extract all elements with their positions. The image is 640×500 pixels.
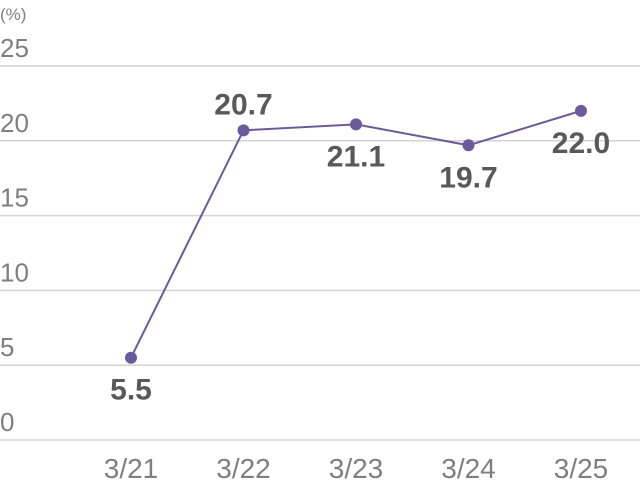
y-tick-label: 5 (0, 332, 14, 362)
data-points (125, 104, 587, 364)
data-label: 19.7 (439, 161, 497, 194)
data-label: 5.5 (110, 374, 152, 407)
y-tick-label: 10 (0, 257, 29, 287)
data-point-3/24 (462, 139, 475, 152)
y-tick-label: 15 (0, 183, 29, 213)
y-tick-label: 0 (0, 407, 14, 437)
x-tick-label: 3/21 (104, 453, 159, 484)
y-tick-label: 20 (0, 108, 29, 138)
y-axis-tick-labels: 0 5 10 15 20 25 (0, 33, 29, 437)
x-tick-label: 3/22 (216, 453, 271, 484)
data-point-3/23 (350, 118, 362, 131)
data-point-3/25 (575, 104, 587, 117)
data-labels: 5.5 20.7 21.1 19.7 22.0 (110, 88, 610, 406)
data-label: 20.7 (214, 88, 272, 121)
x-tick-label: 3/23 (329, 453, 384, 484)
x-tick-label: 3/25 (554, 453, 609, 484)
data-label: 22.0 (552, 127, 610, 160)
gridlines (0, 65, 640, 441)
data-point-3/22 (237, 124, 250, 137)
data-label: 21.1 (327, 140, 385, 173)
y-axis-unit-label: (%) (0, 5, 26, 24)
data-point-3/21 (125, 351, 137, 364)
x-tick-label: 3/24 (441, 453, 496, 484)
y-tick-label: 25 (0, 33, 29, 63)
x-axis-tick-labels: 3/21 3/22 3/23 3/24 3/25 (104, 453, 609, 484)
